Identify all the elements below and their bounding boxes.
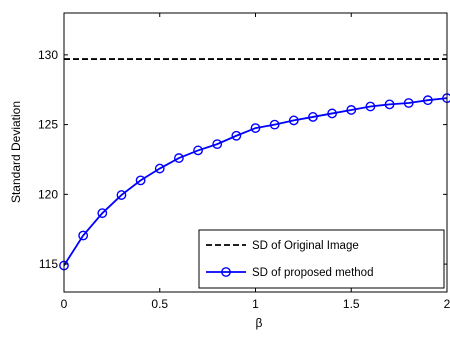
plot-area [59, 58, 450, 271]
data-point [250, 123, 261, 133]
data-point [173, 153, 184, 163]
y-tick-label: 125 [38, 118, 58, 132]
x-tick-label: 1.5 [343, 297, 360, 311]
y-tick-label: 120 [38, 187, 58, 201]
series-line-2 [63, 97, 448, 266]
data-point [365, 101, 376, 112]
x-tick-label: 1 [252, 297, 259, 311]
data-point [384, 99, 395, 110]
data-point [193, 145, 203, 156]
legend-label-2: SD of proposed method [252, 267, 373, 279]
data-point [346, 105, 357, 115]
legend-label-1: SD of Original Image [252, 240, 359, 252]
axes: 0 0.5 1 1.5 2 115 120 125 130 [38, 12, 450, 311]
data-point [78, 230, 89, 241]
data-point [135, 175, 146, 186]
legend-marker [221, 267, 231, 277]
legend: SD of Original Image SD of proposed metho… [198, 229, 445, 289]
data-point [116, 190, 127, 200]
data-point [212, 139, 223, 150]
x-axis-label: β [256, 316, 263, 330]
data-point [403, 98, 414, 108]
data-point [154, 163, 165, 174]
data-point [288, 115, 299, 126]
y-tick-label: 115 [39, 257, 58, 271]
y-axis-label: Standard Deviation [9, 101, 23, 203]
x-tick-label: 0.5 [151, 297, 168, 311]
data-point [269, 119, 280, 130]
data-point [422, 95, 433, 106]
data-point [97, 208, 108, 219]
y-tick-label: 130 [38, 48, 58, 62]
data-point [231, 130, 242, 141]
data-point [308, 112, 318, 122]
data-point [327, 108, 337, 119]
legend-box [198, 229, 445, 289]
x-tick-label: 0 [61, 297, 68, 311]
x-tick-label: 2 [444, 297, 450, 311]
